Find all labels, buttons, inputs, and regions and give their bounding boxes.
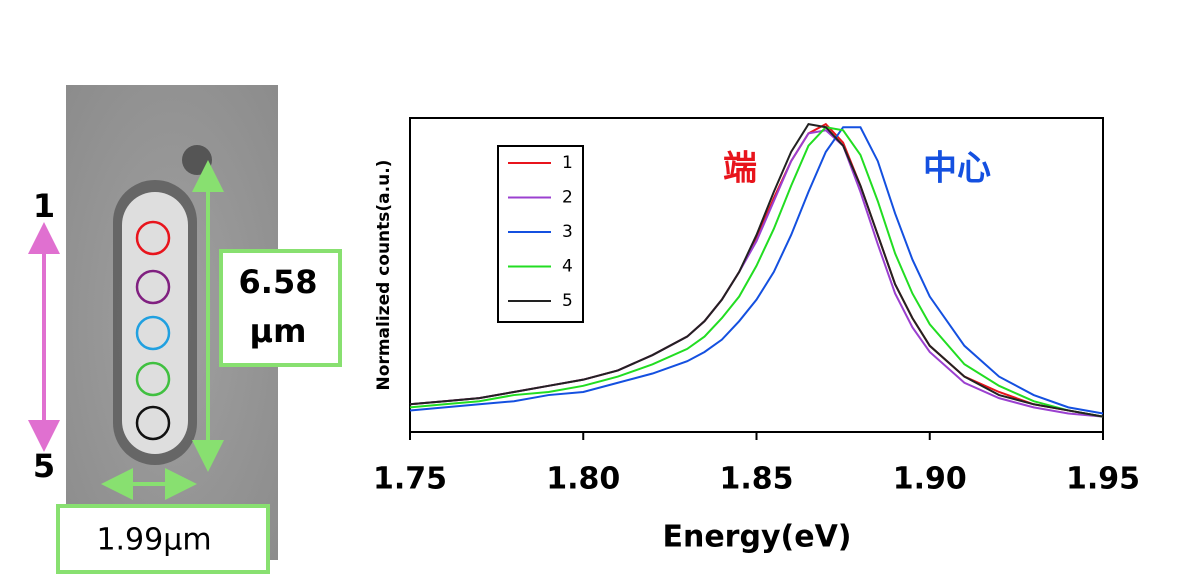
x-tick-label: 1.85 (719, 462, 793, 497)
x-tick-label: 1.95 (1066, 462, 1140, 497)
y-axis-label: Normalized counts(a.u.) (374, 160, 394, 391)
spot (135, 220, 171, 256)
spectrum-line (409, 126, 1104, 418)
marker-label: 1 (33, 187, 55, 225)
width-box (56, 504, 270, 574)
marker-label: 5 (33, 447, 55, 485)
micrograph: 1 5 6.58 μm 1.99μm (28, 85, 342, 574)
legend-label: 1 (562, 153, 573, 173)
length-unit: μm (250, 312, 307, 350)
annotation: 端 (723, 149, 757, 189)
legend-label: 5 (562, 291, 573, 311)
spot (135, 269, 171, 305)
spectrum-line (409, 126, 1104, 415)
legend-label: 2 (562, 188, 573, 208)
particle (182, 145, 212, 175)
length-box (219, 249, 342, 367)
spectrum-line (409, 123, 1104, 418)
x-tick-label: 1.90 (893, 462, 967, 497)
annotation: 中心 (923, 149, 991, 189)
legend-label: 3 (562, 222, 573, 242)
spectrum-chart: Normalized counts(a.u.) Energy(eV) 1.75 1… (373, 117, 1140, 555)
x-tick-label: 1.75 (373, 462, 447, 497)
width-label: 1.99μm (96, 523, 211, 558)
spot (135, 405, 171, 441)
x-axis-label: Energy(eV) (662, 520, 851, 555)
legend-label: 4 (562, 257, 573, 277)
rod (122, 192, 188, 454)
spot (135, 315, 171, 351)
spot (135, 361, 171, 397)
x-tick-label: 1.80 (546, 462, 620, 497)
legend-box (497, 145, 584, 323)
length-value: 6.58 (239, 263, 318, 301)
